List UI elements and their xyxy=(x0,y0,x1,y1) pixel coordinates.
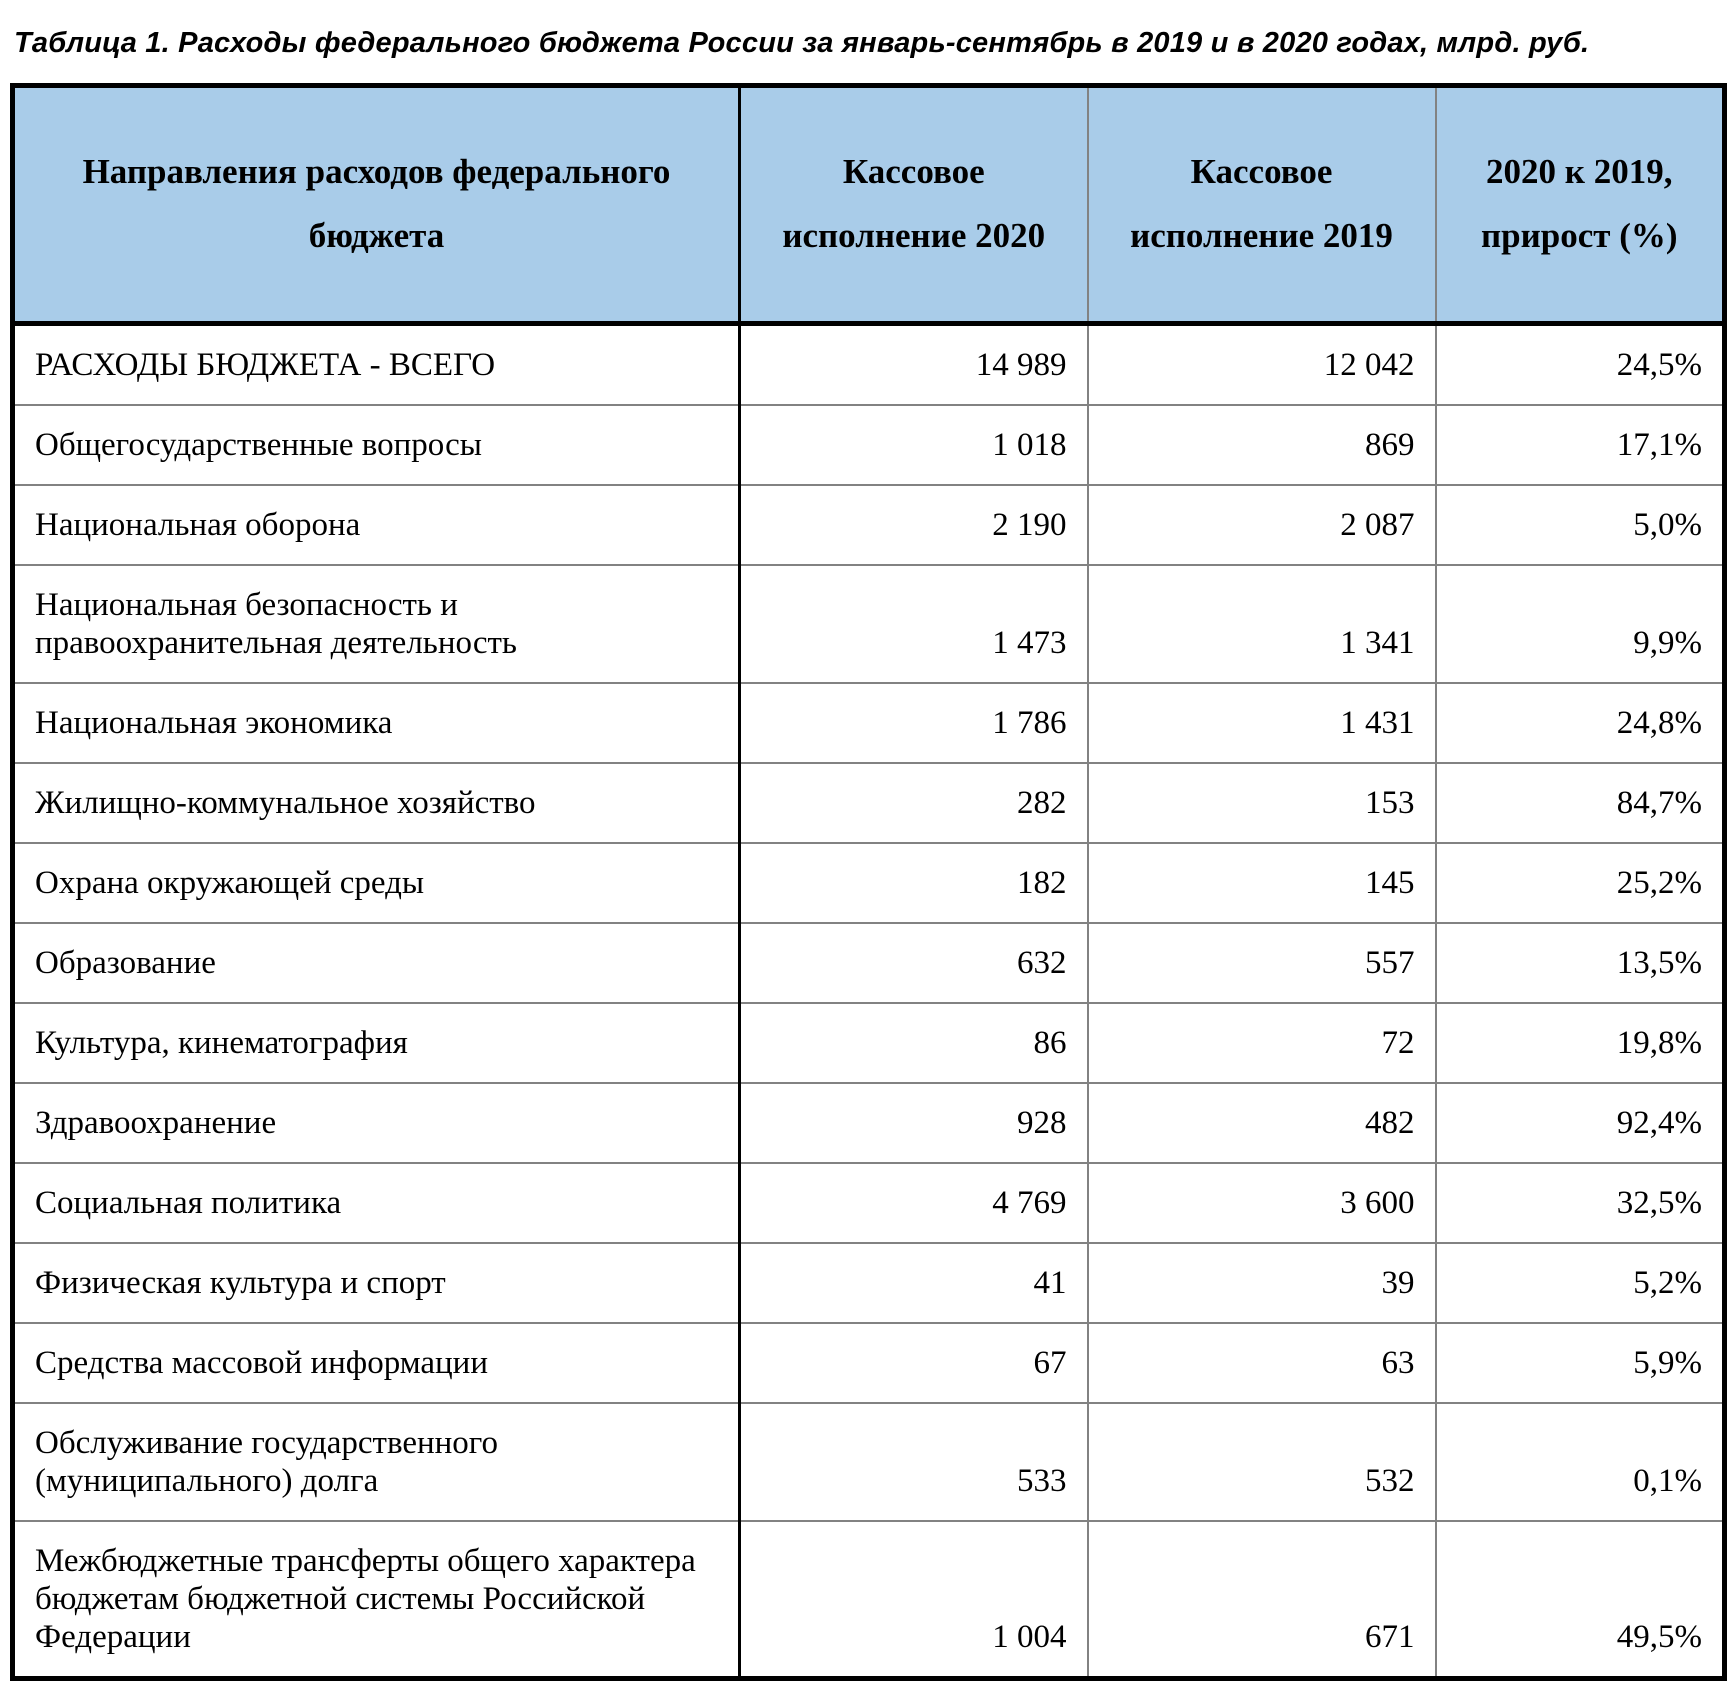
table-row: Здравоохранение 928 482 92,4% xyxy=(12,1082,1725,1164)
growth-cell: 17,1% xyxy=(1435,404,1725,486)
table-caption: Таблица 1. Расходы федерального бюджета … xyxy=(14,27,1590,59)
growth-cell: 0,1% xyxy=(1435,1402,1725,1522)
table-row: РАСХОДЫ БЮДЖЕТА - ВСЕГО 14 989 12 042 24,5% xyxy=(12,323,1725,406)
growth-cell: 5,0% xyxy=(1435,484,1725,566)
value-2019-cell: 671 xyxy=(1087,1520,1437,1679)
header-row: Направления расходов федерального бюджет… xyxy=(12,85,1725,326)
table-row: Культура, кинематография 86 72 19,8% xyxy=(12,1002,1725,1084)
row-label-cell: Охрана окружающей среды xyxy=(12,842,741,924)
header-exec-2019: Кассовое исполнение 2019 xyxy=(1087,85,1437,326)
budget-table: Направления расходов федерального бюджет… xyxy=(10,82,1727,1681)
value-2019-cell: 12 042 xyxy=(1087,323,1437,406)
table-row: Обслуживание государственного (муниципал… xyxy=(12,1402,1725,1522)
value-2020-cell: 41 xyxy=(739,1242,1089,1324)
growth-cell: 24,5% xyxy=(1435,323,1725,406)
value-2020-cell: 282 xyxy=(739,762,1089,844)
row-label-cell: Национальная оборона xyxy=(12,484,741,566)
growth-cell: 84,7% xyxy=(1435,762,1725,844)
growth-cell: 49,5% xyxy=(1616,1618,1702,1655)
value-2019-cell: 557 xyxy=(1087,922,1437,1004)
header-directions: Направления расходов федерального бюджет… xyxy=(12,85,741,326)
row-label-cell: Общегосударственные вопросы xyxy=(12,404,741,486)
table-row: Физическая культура и спорт 41 39 5,2% xyxy=(12,1242,1725,1324)
table-row: Средства массовой информации 67 63 5,9% xyxy=(12,1322,1725,1404)
row-label-cell: Здравоохранение xyxy=(12,1082,741,1164)
value-2019-cell: 63 xyxy=(1087,1322,1437,1404)
row-label-cell: РАСХОДЫ БЮДЖЕТА - ВСЕГО xyxy=(12,323,741,406)
value-2019-cell: 39 xyxy=(1087,1242,1437,1324)
value-2019-cell: 1 341 xyxy=(1087,564,1437,684)
table-row: Образование 632 557 13,5% xyxy=(12,922,1725,1004)
value-2019-cell: 2 087 xyxy=(1087,484,1437,566)
table-row: Национальная экономика 1 786 1 431 24,8% xyxy=(12,682,1725,764)
value-2020-cell: 67 xyxy=(739,1322,1089,1404)
row-label-cell: Жилищно-коммунальное хозяйство xyxy=(12,762,741,844)
table-header: Направления расходов федерального бюджет… xyxy=(12,85,1725,326)
row-label-cell: Национальная безопасность и правоохранит… xyxy=(12,564,741,684)
growth-cell: 5,2% xyxy=(1435,1242,1725,1324)
table-row: Социальная политика 4 769 3 600 32,5% xyxy=(12,1162,1725,1244)
row-label-cell: Обслуживание государственного (муниципал… xyxy=(12,1402,741,1522)
value-2019-cell: 482 xyxy=(1087,1082,1437,1164)
value-2019-cell: 532 xyxy=(1087,1402,1437,1522)
table-row: Жилищно-коммунальное хозяйство 282 153 84,7… xyxy=(12,762,1725,844)
growth-cell: 32,5% xyxy=(1435,1162,1725,1244)
value-2020-cell: 182 xyxy=(739,842,1089,924)
row-label-cell: Национальная экономика xyxy=(12,682,741,764)
value-2020-cell: 928 xyxy=(739,1082,1089,1164)
growth-cell: 9,9% xyxy=(1435,564,1725,684)
row-label-cell: Физическая культура и спорт xyxy=(12,1242,741,1324)
table-row: Национальная безопасность и правоохранит… xyxy=(12,564,1725,684)
growth-cell: 13,5% xyxy=(1435,922,1725,1004)
value-2019-cell: 1 431 xyxy=(1087,682,1437,764)
header-growth: 2020 к 2019, прирост (%) xyxy=(1435,85,1725,326)
table-body: РАСХОДЫ БЮДЖЕТА - ВСЕГО 14 989 12 042 24,5%… xyxy=(12,323,1725,1679)
value-2020-cell: 1 018 xyxy=(739,404,1089,486)
value-2020-cell: 86 xyxy=(739,1002,1089,1084)
value-2020-cell: 2 190 xyxy=(739,484,1089,566)
value-2020-cell: 1 004 xyxy=(739,1520,1089,1679)
value-2019-cell: 153 xyxy=(1087,762,1437,844)
value-2020-cell: 1 473 xyxy=(739,564,1089,684)
table-row: Национальная оборона 2 190 2 087 5,0% xyxy=(12,484,1725,566)
growth-cell: 24,8% xyxy=(1435,682,1725,764)
growth-cell: 92,4% xyxy=(1435,1082,1725,1164)
value-2019-cell: 72 xyxy=(1087,1002,1437,1084)
value-2019-cell: 145 xyxy=(1087,842,1437,924)
header-exec-2020: Кассовое исполнение 2020 xyxy=(739,85,1089,326)
row-label-cell: Образование xyxy=(12,922,741,1004)
table-row: Общегосударственные вопросы 1 018 869 17,1% xyxy=(12,404,1725,486)
table-row: Межбюджетные трансферты общего характера… xyxy=(12,1520,1725,1679)
row-label-cell: Социальная политика xyxy=(12,1162,741,1244)
row-label-cell: Культура, кинематография xyxy=(12,1002,741,1084)
table-row: Охрана окружающей среды 182 145 25,2% xyxy=(12,842,1725,924)
value-2020-cell: 632 xyxy=(739,922,1089,1004)
value-2020-cell: 14 989 xyxy=(739,323,1089,406)
growth-cell: 5,9% xyxy=(1435,1322,1725,1404)
row-label-cell: Межбюджетные трансферты общего характера… xyxy=(12,1520,741,1679)
value-2020-cell: 4 769 xyxy=(739,1162,1089,1244)
value-2019-cell: 3 600 xyxy=(1087,1162,1437,1244)
growth-cell: 19,8% xyxy=(1435,1002,1725,1084)
row-label-cell: Средства массовой информации xyxy=(12,1322,741,1404)
value-2020-cell: 533 xyxy=(739,1402,1089,1522)
growth-cell: 25,2% xyxy=(1435,842,1725,924)
value-2019-cell: 869 xyxy=(1087,404,1437,486)
value-2020-cell: 1 786 xyxy=(739,682,1089,764)
